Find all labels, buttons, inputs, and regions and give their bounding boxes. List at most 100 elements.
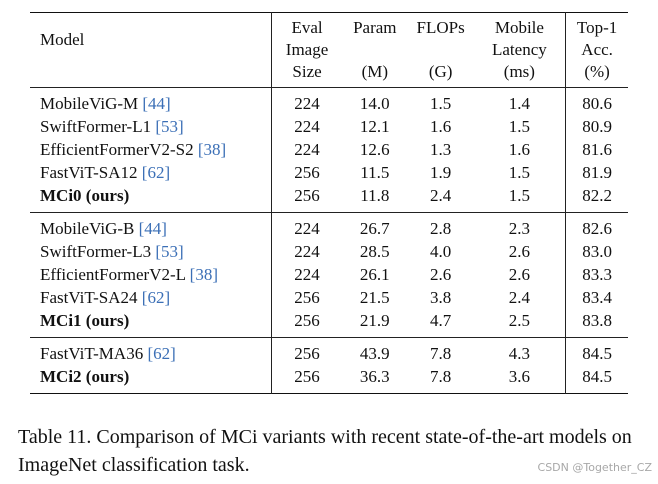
cell-model: MCi0 (ours) (30, 185, 272, 213)
cell-param: 12.6 (359, 140, 390, 159)
header-param-line: Param (353, 18, 397, 37)
cell-top1-acc: 80.6 (565, 87, 628, 116)
cell-param: 26.7 (359, 219, 390, 238)
table-row: MobileViG-M [44] 224 14.0 1.5 1.4 80.6 (30, 87, 628, 117)
cell-model: FastViT-SA24 [62] (30, 287, 272, 310)
citation-link[interactable]: [53] (155, 242, 184, 261)
table-row: EfficientFormerV2-L [38] 224 26.1 2.6 2.6 83.… (30, 264, 628, 287)
cell-top1-acc: 82.6 (565, 212, 628, 241)
cell-model: FastViT-MA36 [62] (30, 338, 272, 367)
model-name: MobileViG-B (40, 219, 135, 238)
cell-latency: 4.3 (508, 344, 530, 363)
cell-top1-acc: 83.0 (565, 241, 628, 264)
table-row: MCi0 (ours) 256 11.8 2.4 1.5 82.2 (30, 185, 628, 213)
cell-param: 12.1 (359, 117, 390, 136)
cell-top1-acc: 83.8 (565, 310, 628, 338)
header-row: Model Eval Image Size Param (M) FLOPs (G… (30, 12, 628, 88)
cell-param: 11.5 (360, 163, 390, 182)
cell-latency: 2.4 (508, 288, 530, 307)
model-name: MCi1 (ours) (40, 311, 130, 330)
header-size-line: Eval (291, 18, 323, 37)
cell-top1-acc: 80.9 (565, 116, 628, 139)
cell-latency: 1.5 (508, 117, 530, 136)
model-name: EfficientFormerV2-L (40, 265, 186, 284)
cell-latency: 1.6 (508, 140, 530, 159)
cell-eval-size: 256 (271, 337, 342, 366)
citation-link[interactable]: [62] (141, 163, 171, 182)
cell-model: SwiftFormer-L1 [53] (30, 116, 272, 139)
cell-model: MCi2 (ours) (30, 366, 272, 394)
header-model: Model (40, 30, 85, 49)
cell-latency: 1.5 (508, 163, 530, 182)
model-name: MCi2 (ours) (40, 367, 130, 386)
table-row: SwiftFormer-L3 [53] 224 28.5 4.0 2.6 83.0 (30, 241, 628, 264)
cell-eval-size: 224 (271, 87, 342, 116)
citation-link[interactable]: [53] (155, 117, 184, 136)
citation-link[interactable]: [38] (189, 265, 218, 284)
cell-flops: 7.8 (430, 344, 452, 363)
cell-top1-acc: 82.2 (565, 185, 628, 213)
cell-latency: 2.5 (508, 311, 530, 330)
cell-eval-size: 224 (271, 116, 342, 139)
cell-flops: 4.7 (430, 311, 452, 330)
header-top1-acc: Top-1 Acc. (%) (565, 12, 628, 88)
cell-flops: 7.8 (430, 367, 452, 386)
model-name: SwiftFormer-L3 (40, 242, 152, 261)
header-flops-line: (G) (428, 62, 453, 81)
comparison-table-container: Model Eval Image Size Param (M) FLOPs (G… (30, 12, 628, 394)
table-row: MCi1 (ours) 256 21.9 4.7 2.5 83.8 (30, 310, 628, 338)
table-caption: Table 11. Comparison of MCi variants wit… (18, 426, 632, 476)
cell-param: 14.0 (359, 94, 390, 113)
header-flops-spacer (408, 39, 474, 61)
cell-flops: 1.3 (430, 140, 452, 159)
cell-param: 21.9 (359, 311, 390, 330)
cell-model: SwiftFormer-L3 [53] (30, 241, 272, 264)
cell-top1-acc: 84.5 (565, 366, 628, 394)
cell-eval-size: 256 (271, 162, 342, 185)
cell-model: MobileViG-M [44] (30, 88, 272, 117)
citation-link[interactable]: [38] (197, 140, 227, 159)
header-param: Param (M) (342, 13, 408, 88)
cell-flops: 2.4 (430, 186, 452, 205)
cell-param: 21.5 (359, 288, 390, 307)
table-row: MCi2 (ours) 256 36.3 7.8 3.6 84.5 (30, 366, 628, 394)
citation-link[interactable]: [62] (147, 344, 176, 363)
cell-eval-size: 224 (271, 241, 342, 264)
cell-flops: 1.6 (430, 117, 452, 136)
cell-latency: 2.6 (508, 242, 530, 261)
cell-latency: 1.5 (508, 186, 530, 205)
table-group: MobileViG-M [44] 224 14.0 1.5 1.4 80.6 SwiftFo… (30, 87, 628, 213)
model-name: FastViT-SA24 (40, 288, 138, 307)
cell-eval-size: 224 (271, 264, 342, 287)
model-name: MobileViG-M (40, 94, 139, 113)
cell-param: 28.5 (359, 242, 390, 261)
header-param-line: (M) (361, 62, 389, 81)
cell-flops: 2.8 (430, 219, 452, 238)
cell-param: 36.3 (359, 367, 390, 386)
table-row: SwiftFormer-L1 [53] 224 12.1 1.6 1.5 80.9 (30, 116, 628, 139)
cell-top1-acc: 81.9 (565, 162, 628, 185)
model-name: FastViT-MA36 (40, 344, 144, 363)
header-top1-line: Top-1 (576, 18, 618, 37)
cell-flops: 2.6 (430, 265, 452, 284)
citation-link[interactable]: [44] (142, 94, 171, 113)
table-group: MobileViG-B [44] 224 26.7 2.8 2.3 82.6 SwiftFo… (30, 212, 628, 338)
header-size-line: Image (285, 40, 329, 59)
cell-eval-size: 256 (271, 310, 342, 338)
header-latency-line: Mobile (494, 18, 544, 37)
model-name: MCi0 (ours) (40, 186, 130, 205)
citation-link[interactable]: [62] (141, 288, 171, 307)
model-name: SwiftFormer-L1 (40, 117, 152, 136)
table-group: FastViT-MA36 [62] 256 43.9 7.8 4.3 84.5 MCi2 (… (30, 337, 628, 394)
cell-latency: 3.6 (508, 367, 530, 386)
cell-top1-acc: 84.5 (565, 337, 628, 366)
cell-model: FastViT-SA12 [62] (30, 162, 272, 185)
table-row: MobileViG-B [44] 224 26.7 2.8 2.3 82.6 (30, 212, 628, 241)
table-row: FastViT-MA36 [62] 256 43.9 7.8 4.3 84.5 (30, 337, 628, 367)
cell-flops: 3.8 (430, 288, 452, 307)
cell-model: EfficientFormerV2-S2 [38] (30, 139, 272, 162)
watermark: CSDN @Together_CZ (537, 461, 652, 474)
citation-link[interactable]: [44] (138, 219, 167, 238)
header-size-line: Size (292, 62, 322, 81)
table-row: FastViT-SA24 [62] 256 21.5 3.8 2.4 83.4 (30, 287, 628, 310)
